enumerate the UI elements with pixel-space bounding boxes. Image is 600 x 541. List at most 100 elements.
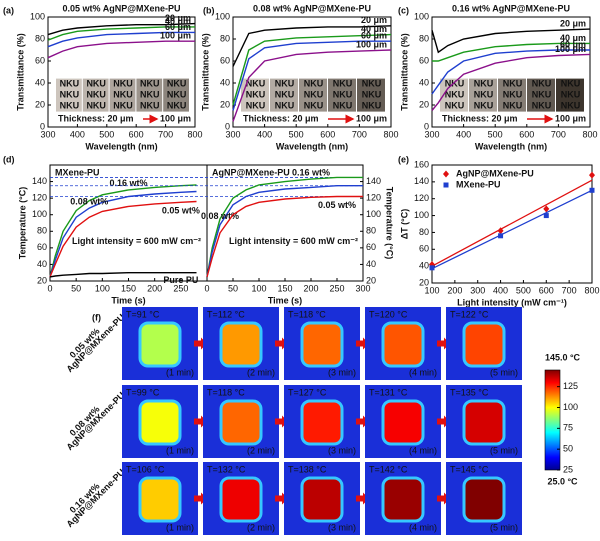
y-tick-label: 140	[414, 176, 429, 186]
x-tick-label: 600	[320, 129, 335, 139]
y-tick-label: 100	[30, 11, 45, 21]
panel-tag: (a)	[3, 5, 14, 15]
colorbar-tick-label: 100	[563, 402, 578, 412]
inset-text: NKU	[113, 100, 133, 110]
x-tick-label: 0	[204, 283, 209, 293]
thermal-sample	[381, 476, 425, 523]
inset-text: NKU	[474, 78, 494, 88]
inset-text: NKU	[474, 100, 494, 110]
series-line	[47, 22, 196, 36]
inset-text: NKU	[113, 89, 133, 99]
inset-text: NKU	[60, 78, 80, 88]
y-tick-label: 140	[366, 176, 381, 186]
colorbar-tick-label: 125	[563, 381, 578, 391]
inset-sample	[109, 78, 136, 112]
x-tick-label: 200	[147, 283, 162, 293]
x-tick-label: 300	[424, 129, 439, 139]
x-tick-label: 400	[257, 129, 272, 139]
temp-label: T=118 °C	[207, 387, 245, 397]
x-tick-label: 400	[493, 285, 508, 295]
y-tick-label: 140	[32, 176, 47, 186]
thermal-sample	[381, 399, 425, 446]
x-tick-label: 700	[551, 129, 566, 139]
inset-text: NKU	[60, 100, 80, 110]
x-tick-label: 500	[289, 129, 304, 139]
thickness-end: 100 μm	[160, 113, 191, 123]
time-label: (3 min)	[328, 367, 356, 377]
panel-tag: (d)	[3, 154, 15, 164]
inset-text: NKU	[246, 78, 266, 88]
thermal-sample	[300, 321, 344, 368]
thermal-sample	[300, 399, 344, 446]
y-tick-label: 20	[419, 99, 429, 109]
inset-text: NKU	[362, 78, 382, 88]
thermal-sample	[462, 399, 506, 446]
y-tick-label: 80	[419, 33, 429, 43]
x-tick-label: 0	[47, 283, 52, 293]
series-label: 40 μm	[361, 24, 387, 34]
x-tick-label: 50	[71, 283, 81, 293]
legend-marker	[443, 170, 449, 178]
y-tick-label: 80	[220, 33, 230, 43]
x-tick-label: 150	[121, 283, 136, 293]
colorbar-max: 145.0 °C	[545, 352, 581, 362]
y-tick-label: 80	[366, 226, 376, 236]
series-label: 20 μm	[165, 13, 191, 23]
series-line	[49, 184, 197, 278]
series-line	[47, 26, 195, 41]
x-tick-label: 800	[383, 129, 398, 139]
inset-text: NKU	[362, 89, 382, 99]
series-label: 20 μm	[361, 15, 387, 25]
inset-text: NKU	[86, 89, 106, 99]
y-tick-label: 0	[40, 121, 45, 131]
x-tick-label: 600	[129, 129, 144, 139]
time-label: (2 min)	[247, 445, 275, 455]
temp-label: T=99 °C	[126, 387, 160, 397]
colorbar	[544, 369, 561, 471]
y-tick-label: 40	[37, 259, 47, 269]
time-label: (1 min)	[166, 367, 194, 377]
chart-title: 0.16 wt% AgNP@MXene-PU	[452, 3, 570, 13]
x-tick-label: 600	[539, 285, 554, 295]
thickness-label: Thickness: 20 μm	[243, 113, 319, 123]
legend-label: AgNP@MXene-PU	[456, 168, 534, 178]
y-axis-label: Temperature (°C)	[17, 187, 27, 259]
series-line	[232, 25, 392, 67]
time-label: (1 min)	[166, 522, 194, 532]
temp-label: T=127 °C	[288, 387, 327, 397]
series-line	[432, 42, 590, 62]
series-label: 100 μm	[356, 39, 387, 49]
series-label: 0.08 wt%	[201, 211, 239, 221]
y-tick-label: 80	[35, 33, 45, 43]
inset-text: NKU	[445, 100, 465, 110]
row-label: AgNP@MXene-PU	[65, 467, 127, 529]
thermal-sample	[138, 321, 182, 368]
time-label: (5 min)	[490, 522, 518, 532]
time-label: (4 min)	[409, 522, 437, 532]
thermal-sample	[219, 321, 263, 368]
inset-text: NKU	[445, 89, 465, 99]
inset-text: NKU	[140, 78, 160, 88]
temp-label: T=142 °C	[369, 464, 408, 474]
row-label: AgNP@MXene-PU	[65, 390, 127, 452]
series-label: 100 μm	[555, 44, 586, 54]
x-tick-label: 300	[355, 283, 370, 293]
fit-line	[431, 179, 593, 267]
x-tick-label: 150	[277, 283, 292, 293]
data-point	[589, 187, 595, 193]
time-label: (4 min)	[409, 367, 437, 377]
inset-text: NKU	[304, 100, 324, 110]
x-tick-label: 50	[228, 283, 238, 293]
y-axis-label: Transmittance (%)	[200, 33, 210, 111]
colorbar-tick-label: 25	[563, 464, 573, 474]
inset-text: NKU	[113, 78, 133, 88]
data-point	[589, 171, 595, 179]
inset-sample	[527, 78, 555, 112]
x-axis-label: Time (s)	[111, 295, 145, 305]
inset-text: NKU	[561, 100, 581, 110]
thermal-sample	[138, 399, 182, 446]
y-tick-label: 120	[366, 193, 381, 203]
y-tick-label: 100	[414, 11, 429, 21]
temp-label: T=135 °C	[450, 387, 489, 397]
